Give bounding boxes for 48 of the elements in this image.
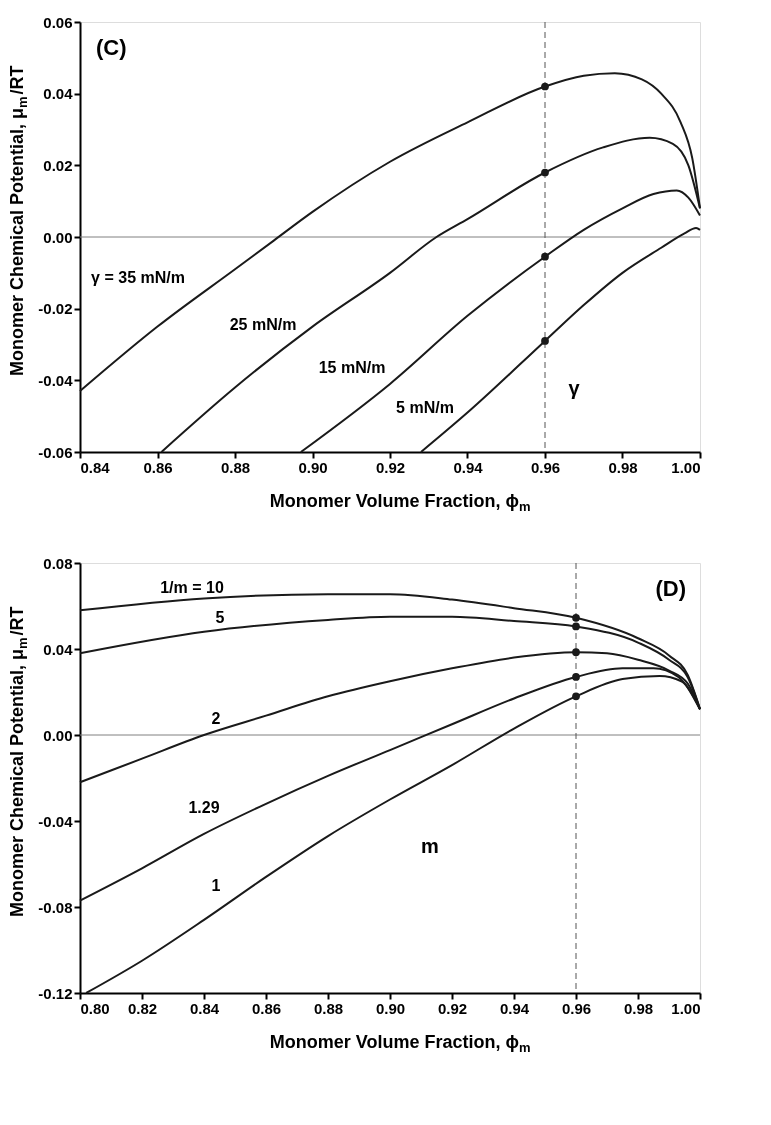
y-tick-label: 0.08 xyxy=(43,554,73,572)
x-tick-label: 0.88 xyxy=(220,458,251,476)
y-tick-label: 0.04 xyxy=(43,640,74,658)
x-tick-label: 0.92 xyxy=(437,999,468,1017)
y-axis-title: Monomer Chemical Potential, μm/RT xyxy=(7,65,30,377)
x-tick-label: 1.00 xyxy=(671,458,701,476)
x-tick-label: 1.00 xyxy=(671,999,701,1017)
annotation: γ xyxy=(568,377,581,399)
x-tick-label: 0.96 xyxy=(561,999,592,1017)
annotation: (C) xyxy=(96,35,127,60)
x-tick-label: 0.86 xyxy=(251,999,282,1017)
series-label: γ = 35 mN/m xyxy=(91,269,185,286)
x-tick-label: 0.80 xyxy=(80,999,110,1017)
series-label: 25 mN/m xyxy=(229,316,297,333)
x-tick-label: 0.84 xyxy=(80,458,111,476)
series-label: 1/m = 10 xyxy=(160,579,224,596)
y-tick-label: -0.06 xyxy=(38,443,73,461)
y-tick-label: -0.12 xyxy=(38,984,73,1002)
y-axis-title: Monomer Chemical Potential, μm/RT xyxy=(7,606,30,918)
series-label: 1.29 xyxy=(188,799,220,816)
y-tick-label: -0.04 xyxy=(38,812,74,830)
series-label: 1 xyxy=(211,877,221,894)
x-tick-label: 0.94 xyxy=(453,458,484,476)
y-tick-label: 0.06 xyxy=(43,13,73,31)
x-tick-label: 0.98 xyxy=(623,999,654,1017)
y-tick-label: 0.00 xyxy=(43,726,73,744)
y-tick-label: 0.04 xyxy=(43,85,74,103)
x-tick-label: 0.84 xyxy=(189,999,220,1017)
x-tick-label: 0.82 xyxy=(127,999,158,1017)
x-tick-label: 0.98 xyxy=(608,458,638,476)
y-tick-label: 0.00 xyxy=(43,228,73,246)
x-tick-label: 0.86 xyxy=(143,458,173,476)
y-tick-label: -0.08 xyxy=(38,898,73,916)
x-tick-label: 0.92 xyxy=(375,458,406,476)
x-tick-label: 0.96 xyxy=(530,458,561,476)
annotation: (D) xyxy=(655,576,686,601)
x-tick-label: 0.90 xyxy=(375,999,406,1017)
series-label: 15 mN/m xyxy=(318,359,386,376)
x-tick-label: 0.94 xyxy=(499,999,530,1017)
y-tick-label: 0.02 xyxy=(43,156,73,174)
y-tick-label: -0.02 xyxy=(38,300,73,318)
x-tick-label: 0.88 xyxy=(313,999,344,1017)
series-label: 2 xyxy=(211,710,221,727)
y-tick-label: -0.04 xyxy=(38,371,74,389)
series-label: 5 xyxy=(215,609,225,626)
annotation: m xyxy=(421,835,439,857)
x-tick-label: 0.90 xyxy=(298,458,328,476)
series-label: 5 mN/m xyxy=(396,399,454,416)
